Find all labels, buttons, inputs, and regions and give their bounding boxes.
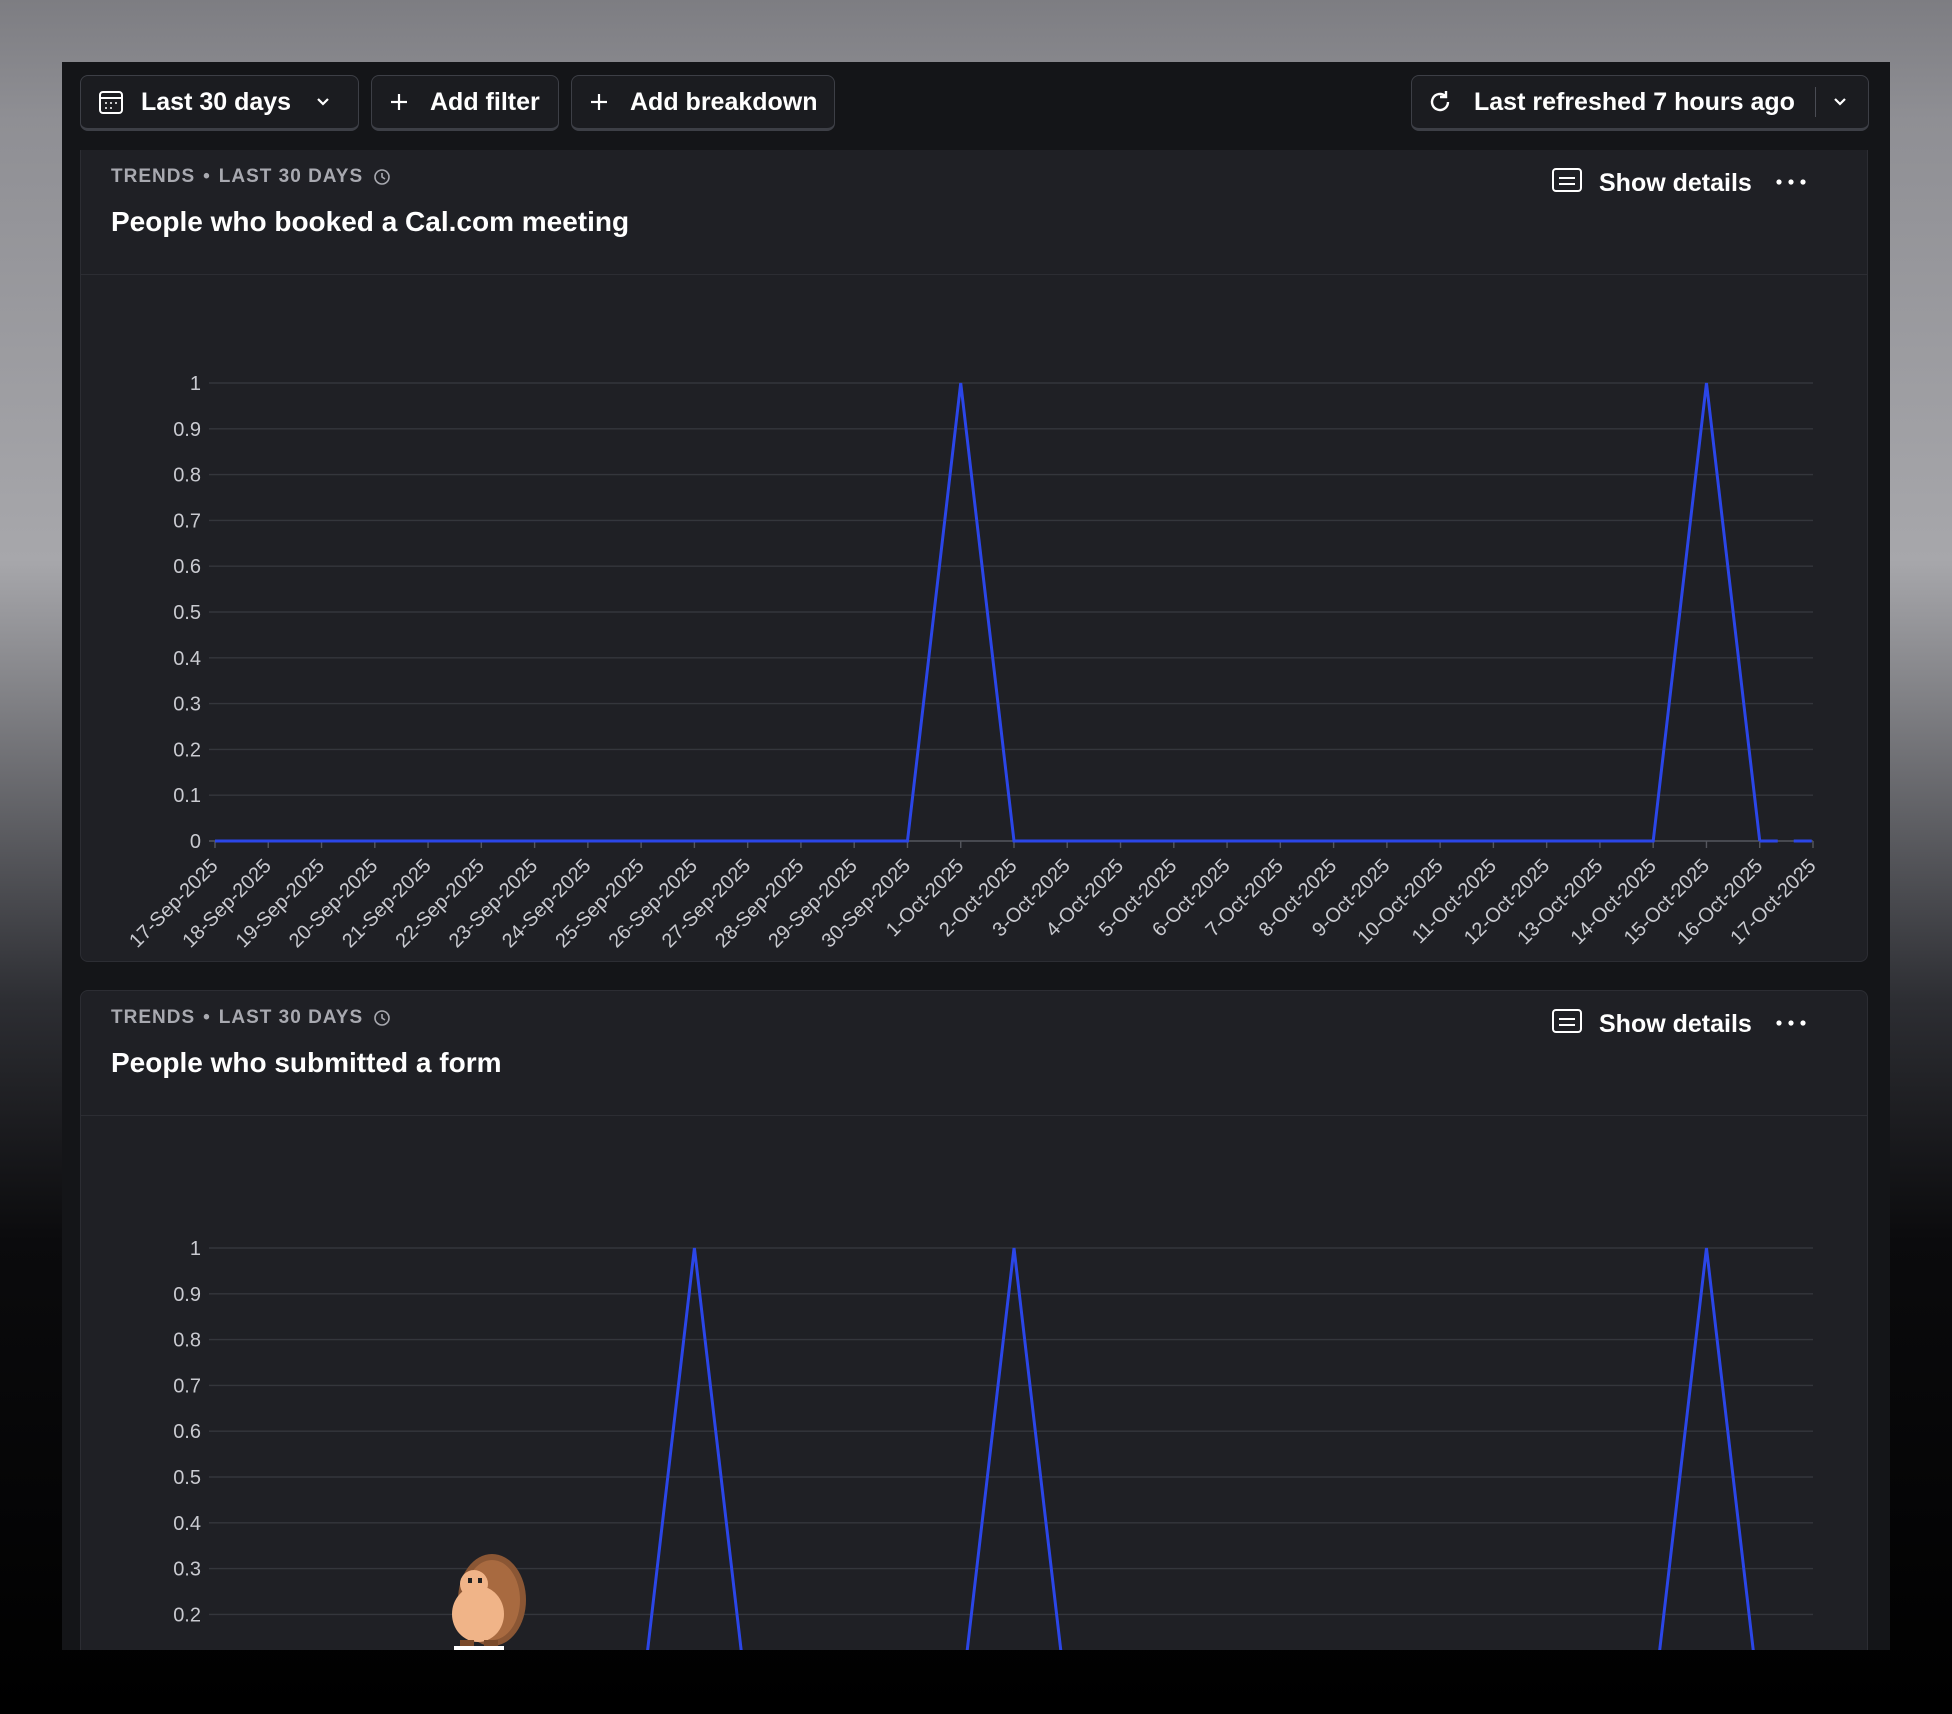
more-icon[interactable] [1771, 162, 1811, 202]
y-tick-label: 0.2 [173, 1604, 201, 1626]
plus-icon [588, 91, 610, 113]
app-window: Last 30 days Add filter Add breakdown [62, 62, 1890, 1650]
y-tick-label: 0.7 [173, 510, 201, 532]
card-title[interactable]: People who booked a Cal.com meeting [111, 206, 630, 237]
add-filter-button[interactable]: Add filter [371, 75, 559, 131]
card-header: TRENDS • LAST 30 DAYS People who submitt… [81, 991, 1867, 1116]
eyebrow-separator: • [203, 1007, 211, 1028]
y-tick-label: 0.4 [173, 1513, 201, 1535]
y-tick-label: 1 [190, 373, 201, 395]
y-tick-label: 0.8 [173, 1330, 201, 1352]
y-tick-label: 0.1 [173, 785, 201, 807]
chevron-down-icon[interactable] [1830, 92, 1850, 112]
show-details-button[interactable]: Show details [1551, 158, 1752, 208]
insight-card: TRENDS • LAST 30 DAYS People who booked … [80, 150, 1868, 962]
plus-icon [388, 91, 410, 113]
calendar-icon [97, 88, 125, 116]
more-icon[interactable] [1771, 1003, 1811, 1043]
y-tick-label: 0.3 [173, 1559, 201, 1581]
eyebrow-separator: • [203, 166, 211, 187]
insight-type: TRENDS [111, 166, 196, 187]
add-breakdown-label: Add breakdown [630, 87, 818, 116]
date-range-button[interactable]: Last 30 days [80, 75, 359, 131]
y-tick-label: 0.4 [173, 648, 201, 670]
trend-chart: 00.10.20.30.40.50.60.70.80.9117-Sep-2025… [125, 373, 1820, 952]
insight-type: TRENDS [111, 1007, 196, 1028]
y-tick-label: 1 [190, 1238, 201, 1260]
insight-range: LAST 30 DAYS [218, 166, 364, 187]
y-tick-label: 0.6 [173, 1421, 201, 1443]
series-line [646, 1247, 1755, 1650]
trend-chart: 00.10.20.30.40.50.60.70.80.91 [173, 1238, 1813, 1650]
y-tick-label: 0.5 [173, 602, 201, 624]
y-tick-label: 0.3 [173, 694, 201, 716]
series-line [215, 382, 1762, 843]
toolbar: Last 30 days Add filter Add breakdown [62, 62, 1890, 150]
details-icon [1551, 1008, 1583, 1041]
y-tick-label: 0.9 [173, 1284, 201, 1306]
y-tick-label: 0.2 [173, 739, 201, 761]
chevron-down-icon [313, 92, 333, 112]
insight-range: LAST 30 DAYS [218, 1007, 364, 1028]
card-title[interactable]: People who submitted a form [111, 1047, 502, 1078]
insight-card: TRENDS • LAST 30 DAYS People who submitt… [80, 990, 1868, 1650]
details-icon [1551, 167, 1583, 200]
y-tick-label: 0.7 [173, 1375, 201, 1397]
add-breakdown-button[interactable]: Add breakdown [571, 75, 835, 131]
clock-icon [373, 168, 391, 186]
refresh-icon [1426, 88, 1454, 116]
card-eyebrow: TRENDS • LAST 30 DAYS [111, 166, 391, 188]
y-tick-label: 0 [190, 831, 201, 853]
add-filter-label: Add filter [430, 87, 540, 116]
show-details-button[interactable]: Show details [1551, 999, 1752, 1049]
hedgehog-mascot[interactable] [440, 1548, 536, 1657]
show-details-label: Show details [1599, 168, 1752, 197]
show-details-label: Show details [1599, 1009, 1752, 1038]
y-tick-label: 0.5 [173, 1467, 201, 1489]
y-tick-label: 0.8 [173, 465, 201, 487]
refresh-button[interactable]: Last refreshed 7 hours ago [1411, 75, 1869, 131]
y-tick-label: 0.9 [173, 419, 201, 441]
y-tick-label: 0.6 [173, 556, 201, 578]
date-range-label: Last 30 days [141, 87, 292, 116]
card-header: TRENDS • LAST 30 DAYS People who booked … [81, 150, 1867, 275]
clock-icon [373, 1009, 391, 1027]
last-refreshed-label: Last refreshed 7 hours ago [1474, 87, 1795, 116]
card-eyebrow: TRENDS • LAST 30 DAYS [111, 1007, 391, 1029]
button-divider [1814, 87, 1816, 117]
